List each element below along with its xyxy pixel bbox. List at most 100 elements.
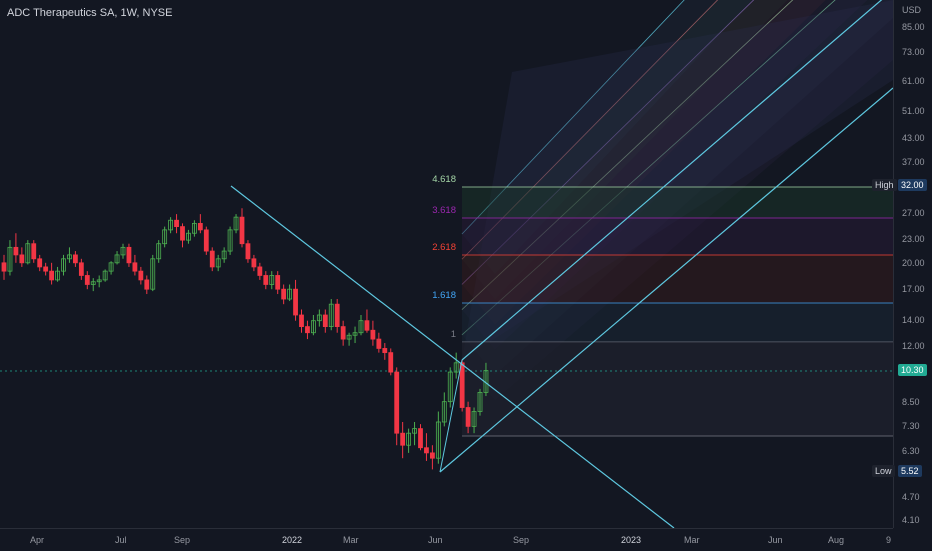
price-tick: 61.00 xyxy=(902,76,925,86)
fib-level-label: 1.618 xyxy=(432,290,456,301)
candle xyxy=(412,421,417,446)
candle xyxy=(19,247,25,267)
candle xyxy=(49,262,54,285)
candle xyxy=(138,266,144,285)
candle xyxy=(197,214,203,234)
price-tick: 27.00 xyxy=(902,208,925,218)
price-tick: 14.00 xyxy=(902,315,925,325)
last-price-tag: 10.30 xyxy=(898,364,927,376)
candle xyxy=(61,254,66,276)
fib-zone xyxy=(462,255,893,303)
chart-canvas[interactable]: 4.618 3.618 2.618 1.618 1 xyxy=(0,0,893,528)
time-tick: 9 xyxy=(886,535,892,545)
chart-area[interactable]: 4.618 3.618 2.618 1.618 1 ADC Therapeutics S… xyxy=(0,0,893,528)
candle xyxy=(388,348,394,376)
fib-level-label: 1 xyxy=(451,329,456,340)
candle xyxy=(281,284,287,305)
fib-zone xyxy=(462,218,893,255)
candle xyxy=(424,433,429,461)
candle xyxy=(1,254,7,280)
candle xyxy=(120,243,126,259)
fib-zone-base xyxy=(462,342,893,436)
candle xyxy=(453,352,459,379)
high-tag-value: 32.00 xyxy=(898,179,927,191)
candle xyxy=(305,320,310,340)
candle xyxy=(90,278,96,292)
downtrend-line[interactable] xyxy=(230,185,675,528)
candle xyxy=(293,279,298,321)
fib-level-label: 3.618 xyxy=(432,205,456,216)
candle xyxy=(25,240,31,265)
candle xyxy=(96,275,102,288)
candle xyxy=(37,254,43,272)
candle xyxy=(334,299,340,333)
time-tick: Mar xyxy=(684,535,700,545)
time-tick: Apr xyxy=(30,535,45,545)
price-tick: 4.10 xyxy=(902,515,920,525)
price-tick: 73.00 xyxy=(902,47,925,57)
fan-band xyxy=(462,0,753,274)
candle xyxy=(275,271,281,295)
price-tick: 8.50 xyxy=(902,397,920,407)
price-axis[interactable]: USD 85.00 73.00 61.00 51.00 43.00 37.00 27.00 2… xyxy=(872,0,932,528)
channel-lower-line[interactable] xyxy=(439,87,893,473)
fib-level-label: 2.618 xyxy=(432,242,456,253)
price-tick: 20.00 xyxy=(902,258,925,268)
candle xyxy=(316,309,322,327)
candle xyxy=(435,411,441,464)
channel-upper-line[interactable] xyxy=(461,0,893,361)
candle xyxy=(203,226,209,255)
candle xyxy=(287,284,293,302)
candle xyxy=(328,299,334,331)
fib-levels: 4.618 3.618 2.618 1.618 1 xyxy=(0,174,893,437)
candle xyxy=(376,332,382,353)
time-tick: Aug xyxy=(828,535,845,545)
candle xyxy=(126,243,132,267)
fan-envelope xyxy=(462,0,893,360)
candle xyxy=(352,326,358,344)
candle xyxy=(257,262,263,280)
high-tag-label: High xyxy=(872,179,897,191)
price-tick: 4.70 xyxy=(902,492,920,502)
fan-line xyxy=(461,0,719,260)
time-tick: Jun xyxy=(768,535,783,545)
candle xyxy=(447,367,453,408)
currency-label: USD xyxy=(902,5,922,15)
drawing-lines[interactable] xyxy=(230,0,893,528)
candle xyxy=(400,421,406,459)
candle xyxy=(382,343,388,360)
candle xyxy=(346,332,352,346)
fan-line xyxy=(461,0,755,285)
candle xyxy=(108,261,114,275)
fan-line xyxy=(461,0,836,336)
candle xyxy=(239,208,245,248)
candle xyxy=(156,240,162,263)
candle xyxy=(263,271,269,290)
time-tick: Mar xyxy=(343,535,359,545)
time-tick: 2023 xyxy=(621,535,642,545)
candle xyxy=(322,309,328,333)
candle xyxy=(144,275,150,295)
low-tag-label: Low xyxy=(872,465,895,477)
price-tick: 6.30 xyxy=(902,446,920,456)
time-tick: Jul xyxy=(115,535,127,545)
candle xyxy=(215,254,221,272)
candle xyxy=(364,309,370,333)
price-tick: 23.00 xyxy=(902,234,925,244)
candle xyxy=(459,359,465,412)
candle xyxy=(269,271,275,290)
candle xyxy=(358,315,364,336)
candle xyxy=(310,315,316,336)
candle xyxy=(43,262,49,276)
candle xyxy=(245,240,251,263)
candle xyxy=(221,247,227,263)
time-axis[interactable]: Apr Jul Sep 2022 Mar Jun Sep 2023 Mar Jun Aug 9 xyxy=(0,528,893,551)
price-tick: 85.00 xyxy=(902,22,925,32)
channel-anchor-line[interactable] xyxy=(439,359,463,473)
candle xyxy=(102,269,108,282)
time-tick: Jun xyxy=(428,535,443,545)
time-tick: Sep xyxy=(174,535,191,545)
price-tick: 7.30 xyxy=(902,421,920,431)
symbol-title[interactable]: ADC Therapeutics SA, 1W, NYSE xyxy=(7,7,173,19)
candle xyxy=(394,367,400,446)
